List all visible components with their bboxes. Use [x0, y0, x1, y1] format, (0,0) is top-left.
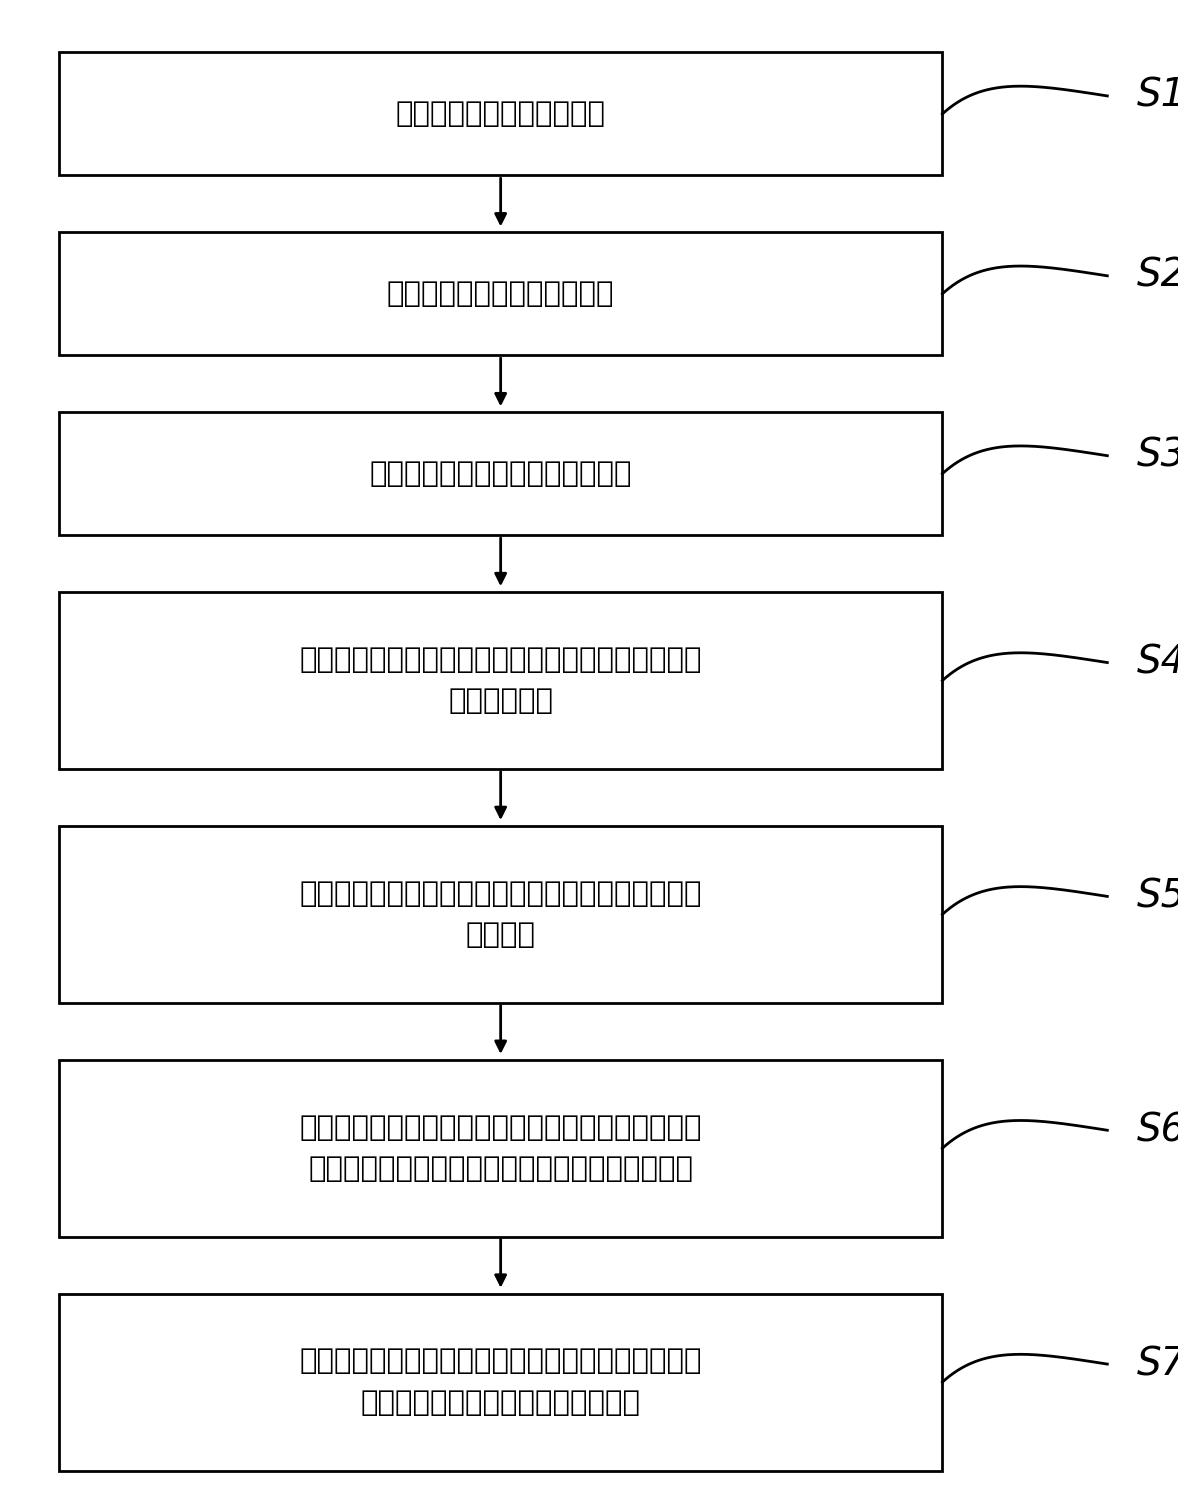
Text: 对所述待测图像进行灰度变换增强: 对所述待测图像进行灰度变换增强: [370, 460, 631, 487]
Text: 对所述二值图像进行连通域标记以获取缺陷区域的像
素点集合: 对所述二值图像进行连通域标记以获取缺陷区域的像 素点集合: [299, 880, 702, 949]
Text: 通过最大类间方差法对所述待测图像进行图像分割以
获取二值图像: 通过最大类间方差法对所述待测图像进行图像分割以 获取二值图像: [299, 646, 702, 715]
Text: S4: S4: [1137, 643, 1178, 682]
Text: S6: S6: [1137, 1111, 1178, 1150]
Text: 获取小尺寸芯片的待测图像: 获取小尺寸芯片的待测图像: [396, 100, 605, 127]
Text: 对所述待测图像进行中值滤波: 对所述待测图像进行中值滤波: [386, 280, 615, 307]
Bar: [59, 52, 942, 175]
Bar: [59, 412, 942, 535]
Text: S5: S5: [1137, 877, 1178, 916]
Text: 获取所述缺陷区域的面积、重心、长轴、短轴及灰度
值，并通过外接矩阵对所述缺陷区域进行显示标识: 获取所述缺陷区域的面积、重心、长轴、短轴及灰度 值，并通过外接矩阵对所述缺陷区域…: [299, 1114, 702, 1183]
Bar: [59, 232, 942, 355]
Bar: [59, 1294, 942, 1471]
Bar: [59, 1060, 942, 1237]
Bar: [59, 826, 942, 1003]
Text: S3: S3: [1137, 436, 1178, 475]
Text: S1: S1: [1137, 76, 1178, 115]
Text: S7: S7: [1137, 1345, 1178, 1384]
Bar: [59, 592, 942, 769]
Text: 通过所述缺陷区域的面积、重心、长轴、短轴及灰度
值判断所述缺陷区域是否为裂纹缺陷: 通过所述缺陷区域的面积、重心、长轴、短轴及灰度 值判断所述缺陷区域是否为裂纹缺陷: [299, 1348, 702, 1417]
Text: S2: S2: [1137, 256, 1178, 295]
